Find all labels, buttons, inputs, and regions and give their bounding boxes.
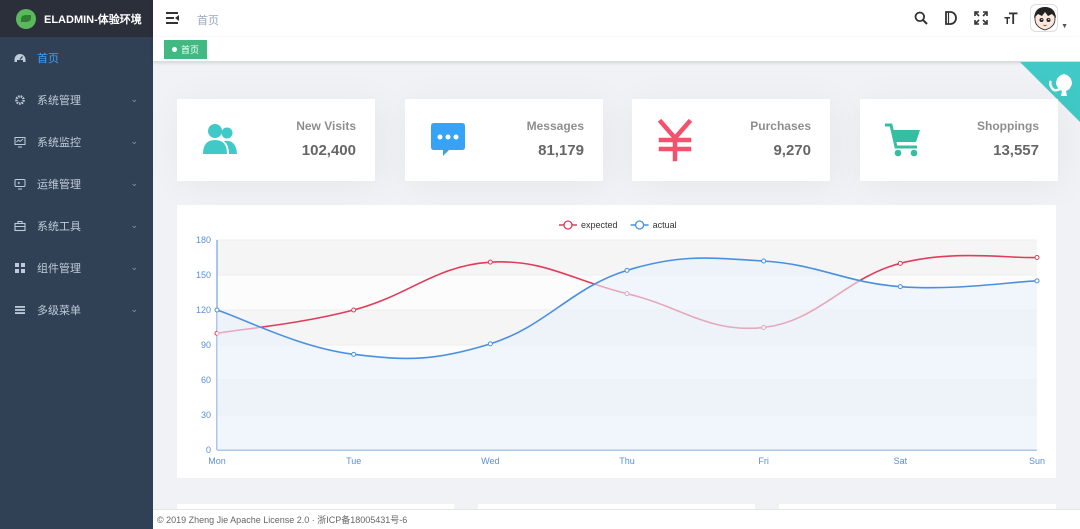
avatar[interactable] — [1030, 4, 1059, 32]
panel-value: 9,270 — [773, 142, 811, 159]
font-size-icon[interactable] — [996, 4, 1026, 32]
data-point-expected — [1034, 255, 1040, 260]
data-point-actual — [487, 341, 493, 347]
sidebar-item-label: 首页 — [37, 53, 59, 65]
panel-new-visits[interactable]: New Visits 102,400 — [177, 99, 375, 181]
y-tick-label: 150 — [196, 270, 211, 280]
panel-label: New Visits — [296, 119, 356, 133]
navbar: 首页 ▼ — [153, 0, 1080, 37]
x-tick-label: Thu — [619, 456, 635, 466]
x-tick-label: Fri — [758, 456, 769, 466]
logo[interactable]: ELADMIN-体验环境 — [0, 0, 153, 37]
panel-purchases[interactable]: Purchases 9,270 — [632, 99, 830, 181]
data-point-expected — [351, 307, 357, 313]
legend-marker-expected — [563, 220, 573, 230]
data-point-actual — [624, 267, 630, 273]
chevron-down-icon: ⌄ — [130, 94, 138, 104]
series-area-actual — [217, 258, 1037, 450]
fullscreen-icon[interactable] — [966, 4, 996, 32]
sidebar-item-label: 系统工具 — [37, 221, 81, 233]
chevron-down-icon: ⌄ — [130, 136, 138, 146]
github-corner[interactable] — [1020, 62, 1080, 122]
doc-icon[interactable] — [936, 4, 966, 32]
tags-view: 首页 — [153, 37, 1080, 62]
x-tick-label: Mon — [208, 456, 226, 466]
y-tick-label: 180 — [196, 235, 211, 245]
panel-value: 81,179 — [538, 142, 584, 159]
tag-home[interactable]: 首页 — [164, 40, 208, 59]
chevron-down-icon: ⌄ — [130, 178, 138, 188]
sidebar-item-tools[interactable]: 系统工具 ⌄ — [0, 205, 153, 247]
sidebar-item-system[interactable]: 系统管理 ⌄ — [0, 79, 153, 121]
app-title: ELADMIN-体验环境 — [44, 13, 142, 26]
data-point-actual — [351, 351, 357, 357]
components-icon — [14, 262, 26, 274]
sidebar-item-home[interactable]: 首页 — [0, 37, 153, 79]
nav-actions: ▼ — [906, 4, 1068, 32]
panel-label: Shoppings — [977, 119, 1039, 133]
panel-label: Messages — [526, 119, 584, 133]
panel-label: Purchases — [750, 119, 811, 133]
y-tick-label: 0 — [206, 445, 211, 455]
peoples-icon — [197, 117, 243, 163]
y-tick-label: 120 — [196, 305, 211, 315]
search-icon[interactable] — [906, 4, 936, 32]
chevron-down-icon: ⌄ — [130, 220, 138, 230]
menu-icon — [14, 304, 26, 316]
active-dot-icon — [172, 47, 177, 52]
data-point-actual — [761, 258, 767, 264]
chevron-down-icon: ⌄ — [130, 262, 138, 272]
tools-icon — [14, 220, 26, 232]
github-octocat-icon — [1020, 62, 1080, 122]
panel-messages[interactable]: Messages 81,179 — [405, 99, 603, 181]
money-icon — [652, 117, 698, 163]
data-point-actual — [214, 307, 220, 313]
line-chart: 0 30 60 90 120 150 180 Mon Tue Wed Thu Fri Sat Sun exp… — [196, 220, 1045, 466]
logo-icon — [16, 8, 36, 29]
y-tick-label: 30 — [201, 410, 211, 420]
panel-value: 13,557 — [993, 142, 1039, 159]
breadcrumb[interactable]: 首页 — [197, 15, 219, 27]
gear-icon — [14, 94, 26, 106]
ops-icon — [14, 178, 26, 190]
x-tick-label: Sat — [894, 456, 908, 466]
data-point-expected — [897, 260, 903, 266]
sidebar-item-ops[interactable]: 运维管理 ⌄ — [0, 163, 153, 205]
legend-marker-actual — [634, 220, 645, 230]
sidebar-item-label: 多级菜单 — [37, 305, 81, 317]
monitor-icon — [14, 136, 26, 148]
sidebar-item-label: 组件管理 — [37, 263, 81, 275]
sidebar: ELADMIN-体验环境 首页 系统管理 ⌄ 系统监控 ⌄ 运维管理 ⌄ 系统工… — [0, 0, 153, 529]
tag-label: 首页 — [181, 45, 200, 55]
sidebar-item-label: 系统管理 — [37, 95, 81, 107]
message-icon — [425, 117, 471, 163]
panel-value: 102,400 — [301, 142, 356, 159]
legend-label-actual: actual — [653, 220, 677, 230]
sidebar-item-label: 系统监控 — [37, 137, 81, 149]
data-point-actual — [897, 284, 903, 290]
data-point-actual — [1034, 278, 1040, 284]
shopping-cart-icon — [880, 117, 926, 163]
legend-label-expected: expected — [581, 220, 618, 230]
data-point-expected — [487, 259, 493, 265]
hamburger-icon[interactable] — [166, 12, 179, 24]
caret-down-icon[interactable]: ▼ — [1061, 22, 1068, 30]
sidebar-item-label: 运维管理 — [37, 179, 81, 191]
y-tick-label: 60 — [201, 375, 211, 385]
sidebar-item-monitor[interactable]: 系统监控 ⌄ — [0, 121, 153, 163]
x-tick-label: Sun — [1029, 456, 1045, 466]
x-tick-label: Wed — [481, 456, 499, 466]
footer: © 2019 Zheng Jie Apache License 2.0 · 浙I… — [153, 509, 1080, 529]
x-tick-label: Tue — [346, 456, 361, 466]
sidebar-item-multilevel[interactable]: 多级菜单 ⌄ — [0, 289, 153, 331]
sidebar-item-components[interactable]: 组件管理 ⌄ — [0, 247, 153, 289]
line-chart-card: 0 30 60 90 120 150 180 Mon Tue Wed Thu Fri Sat Sun exp… — [177, 205, 1056, 478]
footer-text: © 2019 Zheng Jie Apache License 2.0 · 浙I… — [157, 515, 408, 525]
y-tick-label: 90 — [201, 340, 211, 350]
dashboard-icon — [14, 52, 26, 64]
panel-shoppings[interactable]: Shoppings 13,557 — [860, 99, 1058, 181]
chevron-down-icon: ⌄ — [130, 304, 138, 314]
